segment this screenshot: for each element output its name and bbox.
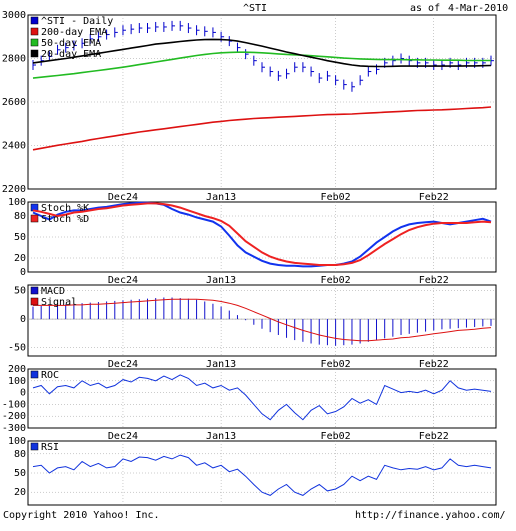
legend-swatch-2-0 xyxy=(30,286,39,295)
series-line-4-0 xyxy=(32,454,492,496)
y-tick-label-3-4: -200 xyxy=(2,411,26,422)
legend-label-1-0: Stoch %K xyxy=(41,203,89,214)
series-line-0-3 xyxy=(32,38,492,68)
y-tick-label-2-2: -50 xyxy=(8,342,26,353)
source-url[interactable]: http://finance.yahoo.com/ xyxy=(355,510,506,521)
legend-label-0-3: 20-day EMA xyxy=(41,49,101,60)
x-tick-label-0-0: Dec24 xyxy=(108,192,138,203)
x-tick-label-1-3: Feb22 xyxy=(419,275,449,286)
x-tick-label-1-1: Jan13 xyxy=(206,275,236,286)
legend-swatch-2-1 xyxy=(30,297,39,306)
series-line-0-1 xyxy=(32,106,492,151)
legend-swatch-0-3 xyxy=(30,49,39,58)
legend-label-2-0: MACD xyxy=(41,286,65,297)
y-tick-label-2-1: 0 xyxy=(20,314,26,325)
x-tick-label-0-2: Feb02 xyxy=(321,192,351,203)
legend-swatch-0-2 xyxy=(30,38,39,47)
series-line-3-0 xyxy=(32,374,492,421)
y-tick-label-0-1: 2400 xyxy=(2,141,26,152)
y-tick-label-1-3: 80 xyxy=(14,211,26,222)
y-tick-label-4-1: 50 xyxy=(14,468,26,479)
y-tick-label-3-5: -300 xyxy=(2,423,26,434)
y-tick-label-3-1: 100 xyxy=(8,376,26,387)
as-of-label: as of xyxy=(410,3,440,14)
x-tick-label-2-0: Dec24 xyxy=(108,359,138,370)
x-tick-label-1-0: Dec24 xyxy=(108,275,138,286)
y-tick-label-4-2: 80 xyxy=(14,449,26,460)
legend-swatch-1-1 xyxy=(30,214,39,223)
y-tick-label-4-3: 100 xyxy=(8,436,26,447)
legend-swatch-0-1 xyxy=(30,27,39,36)
series-line-2-1 xyxy=(33,298,492,342)
y-tick-label-3-3: -100 xyxy=(2,399,26,410)
as-of-date: 4-Mar-2010 xyxy=(448,3,508,14)
y-tick-label-1-0: 0 xyxy=(20,267,26,278)
legend-label-0-2: 50-day EMA xyxy=(41,38,101,49)
legend-label-3-0: ROC xyxy=(41,370,59,381)
x-tick-label-3-0: Dec24 xyxy=(108,431,138,442)
x-tick-label-3-3: Feb22 xyxy=(419,431,449,442)
x-tick-label-0-3: Feb22 xyxy=(419,192,449,203)
y-tick-label-0-3: 2800 xyxy=(2,54,26,65)
x-tick-label-0-1: Jan13 xyxy=(206,192,236,203)
y-tick-label-3-0: 200 xyxy=(8,364,26,375)
series-line-1-0 xyxy=(32,201,492,268)
legend-label-0-1: 200-day EMA xyxy=(41,27,107,38)
x-tick-label-3-2: Feb02 xyxy=(321,431,351,442)
y-tick-label-0-2: 2600 xyxy=(2,97,26,108)
x-tick-label-2-2: Feb02 xyxy=(321,359,351,370)
chart-title: ^STI xyxy=(243,3,267,14)
series-line-0-2 xyxy=(32,51,491,79)
x-tick-label-2-1: Jan13 xyxy=(206,359,236,370)
legend-label-2-1: Signal xyxy=(41,297,77,308)
y-tick-label-2-0: 50 xyxy=(14,286,26,297)
legend-label-1-1: Stoch %D xyxy=(41,214,89,225)
y-tick-label-1-2: 50 xyxy=(14,232,26,243)
copyright-text: Copyright 2010 Yahoo! Inc. xyxy=(3,510,160,521)
legend-swatch-3-0 xyxy=(30,370,39,379)
series-line-1-1 xyxy=(32,202,492,266)
x-tick-label-3-1: Jan13 xyxy=(206,431,236,442)
panel-frame-2 xyxy=(27,284,497,357)
legend-label-4-0: RSI xyxy=(41,442,59,453)
y-tick-label-1-1: 20 xyxy=(14,253,26,264)
y-tick-label-4-0: 20 xyxy=(14,487,26,498)
panel-frame-3 xyxy=(27,368,497,429)
y-tick-label-0-0: 2200 xyxy=(2,184,26,195)
y-tick-label-0-4: 3000 xyxy=(2,10,26,21)
legend-swatch-4-0 xyxy=(30,442,39,451)
y-tick-label-3-2: 0 xyxy=(20,388,26,399)
legend-label-0-0: ^STI - Daily xyxy=(41,16,113,27)
x-tick-label-1-2: Feb02 xyxy=(321,275,351,286)
x-tick-label-2-3: Feb22 xyxy=(419,359,449,370)
legend-swatch-0-0 xyxy=(30,16,39,25)
y-tick-label-1-4: 100 xyxy=(8,197,26,208)
